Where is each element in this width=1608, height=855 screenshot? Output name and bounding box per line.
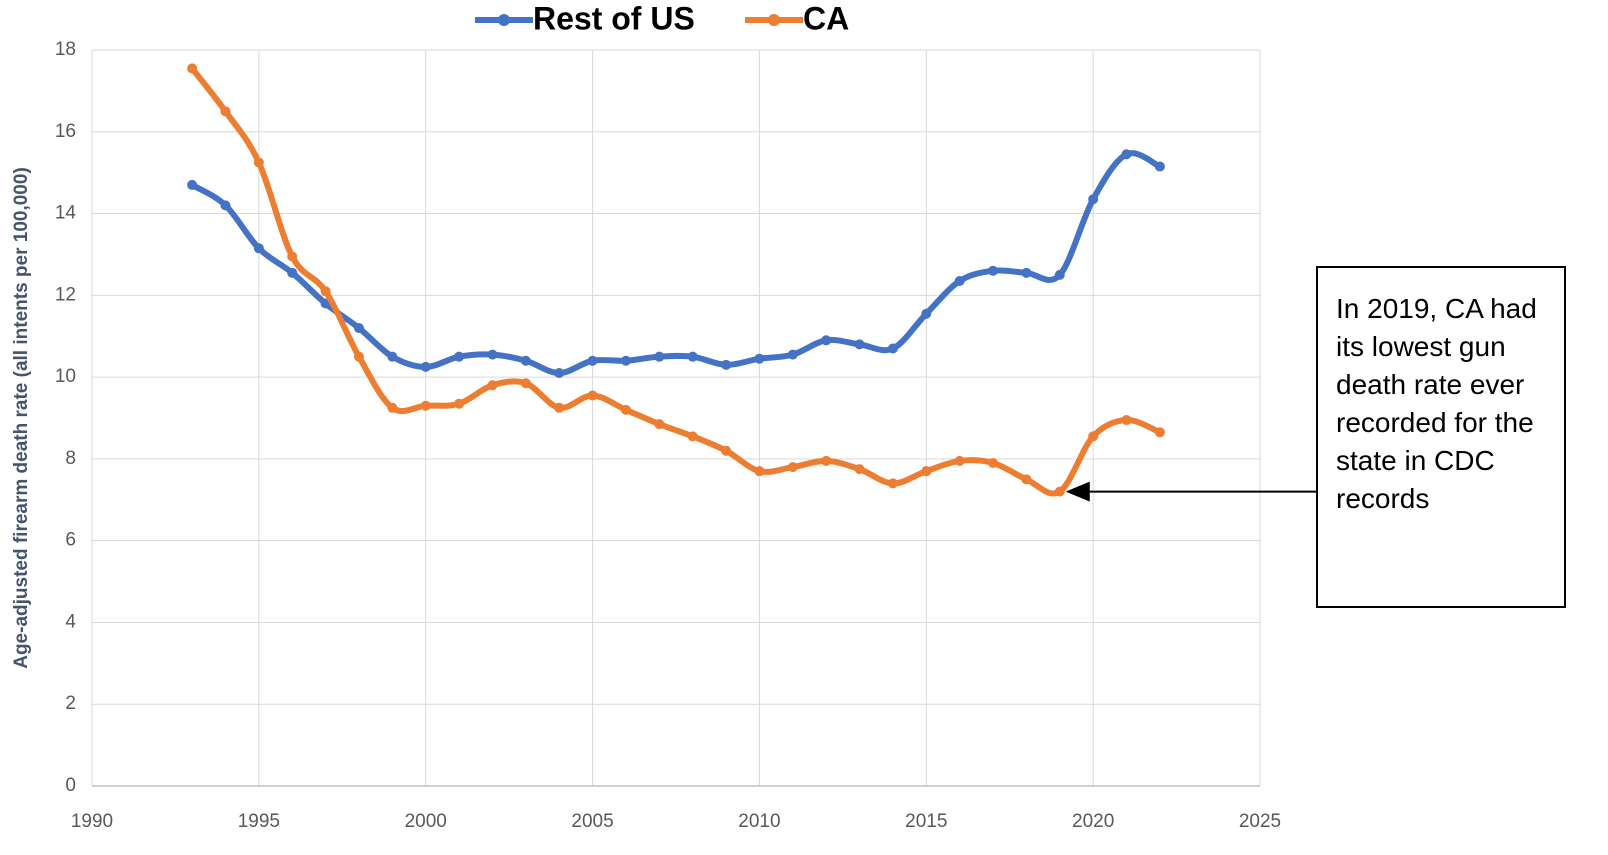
point bbox=[554, 368, 565, 379]
point bbox=[954, 276, 965, 287]
x-tick-label: 1995 bbox=[238, 811, 280, 832]
x-tick-label: 2015 bbox=[905, 811, 947, 832]
x-tick-label: 2000 bbox=[405, 811, 447, 832]
point bbox=[187, 63, 198, 74]
point bbox=[1121, 149, 1132, 160]
legend-marker bbox=[768, 14, 780, 26]
point bbox=[988, 265, 999, 276]
point bbox=[520, 378, 531, 389]
point bbox=[587, 355, 598, 366]
x-tick-label: 1990 bbox=[71, 811, 113, 832]
point bbox=[1021, 474, 1032, 485]
point bbox=[1054, 269, 1065, 280]
point bbox=[1154, 427, 1165, 438]
series-line bbox=[190, 150, 1162, 377]
point bbox=[387, 351, 398, 362]
point bbox=[353, 351, 364, 362]
point bbox=[187, 179, 198, 190]
point bbox=[487, 349, 498, 360]
point bbox=[1154, 161, 1165, 172]
point bbox=[1088, 194, 1099, 205]
point bbox=[887, 478, 898, 489]
legend-label: Rest of US bbox=[533, 0, 695, 36]
y-tick-label: 0 bbox=[65, 775, 76, 796]
point bbox=[253, 243, 264, 254]
point bbox=[954, 455, 965, 466]
point bbox=[1088, 431, 1099, 442]
point bbox=[654, 419, 665, 430]
point bbox=[520, 355, 531, 366]
point bbox=[420, 361, 431, 372]
point bbox=[620, 355, 631, 366]
point bbox=[587, 390, 598, 401]
point bbox=[988, 457, 999, 468]
point bbox=[821, 335, 832, 346]
point bbox=[687, 351, 698, 362]
y-tick-label: 16 bbox=[55, 121, 76, 142]
y-axis-title: Age-adjusted firearm death rate (all int… bbox=[11, 167, 32, 669]
point bbox=[921, 466, 932, 477]
x-tick-label: 2005 bbox=[571, 811, 613, 832]
point bbox=[1021, 267, 1032, 278]
point bbox=[387, 402, 398, 413]
point bbox=[787, 462, 798, 473]
point bbox=[1054, 486, 1065, 497]
point bbox=[687, 431, 698, 442]
legend-marker bbox=[498, 14, 510, 26]
point bbox=[287, 267, 298, 278]
point bbox=[721, 445, 732, 456]
point bbox=[1121, 415, 1132, 426]
y-tick-label: 4 bbox=[65, 611, 76, 632]
point bbox=[921, 308, 932, 319]
point bbox=[754, 466, 765, 477]
y-tick-label: 10 bbox=[55, 366, 76, 387]
point bbox=[854, 464, 865, 475]
point bbox=[454, 398, 465, 409]
point bbox=[854, 339, 865, 350]
y-tick-label: 18 bbox=[55, 39, 76, 60]
point bbox=[887, 343, 898, 354]
y-tick-label: 2 bbox=[65, 693, 76, 714]
point bbox=[821, 455, 832, 466]
point bbox=[220, 106, 231, 117]
point bbox=[320, 286, 331, 297]
annotation: In 2019, CA had its lowest gun death rat… bbox=[1316, 266, 1566, 608]
y-tick-label: 6 bbox=[65, 530, 76, 551]
point bbox=[454, 351, 465, 362]
point bbox=[353, 323, 364, 334]
y-tick-label: 12 bbox=[55, 284, 76, 305]
point bbox=[287, 251, 298, 262]
point bbox=[487, 380, 498, 391]
point bbox=[253, 157, 264, 168]
point bbox=[554, 402, 565, 413]
point bbox=[420, 400, 431, 411]
point bbox=[220, 200, 231, 211]
point bbox=[721, 359, 732, 370]
x-tick-label: 2025 bbox=[1239, 811, 1281, 832]
x-tick-label: 2010 bbox=[738, 811, 780, 832]
legend-label: CA bbox=[803, 0, 849, 36]
y-tick-label: 14 bbox=[55, 203, 77, 224]
point bbox=[754, 353, 765, 364]
point bbox=[620, 404, 631, 415]
x-tick-label: 2020 bbox=[1072, 811, 1114, 832]
point bbox=[654, 351, 665, 362]
y-tick-label: 8 bbox=[65, 448, 76, 469]
point bbox=[787, 349, 798, 360]
